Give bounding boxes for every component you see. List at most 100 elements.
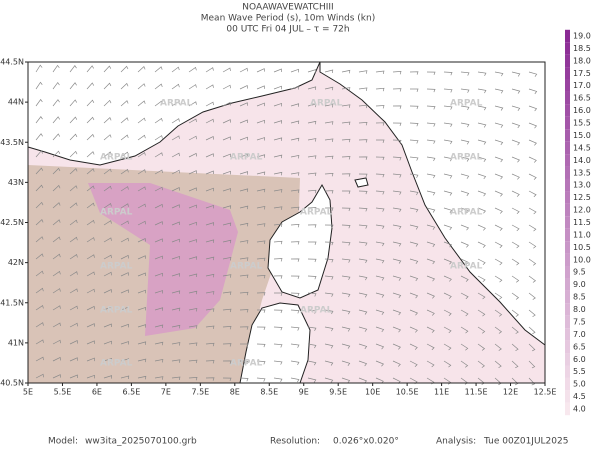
wind-barb [69,305,78,311]
y-tick-label: 42.5N [0,218,24,227]
wind-barb [341,138,351,143]
wind-barb [443,190,453,196]
wind-barbs [35,64,538,386]
wind-barb [120,254,129,260]
wind-barb [188,273,198,278]
wind-barb [120,220,129,226]
wind-barb [69,185,78,192]
wind-barb [120,272,129,277]
wind-barb [358,190,368,195]
colorbar-label: 5.5 [573,367,586,376]
wind-barb [86,133,95,141]
wind-barb [307,292,317,297]
x-tick-label: 8.5E [260,388,278,397]
land-france [27,61,321,166]
wind-barb [409,343,418,350]
wind-barb [290,224,300,228]
footer-analysis-label: Analysis: [436,437,476,447]
wind-barb [239,291,249,296]
wind-barb [171,290,181,294]
wind-barb [69,65,77,73]
wind-barb [273,171,283,176]
map-area [27,61,546,386]
wind-barb [376,139,385,143]
wind-barb [137,100,146,107]
wind-barb [188,204,197,209]
wind-barb [392,241,402,247]
wind-barb [494,275,503,283]
wind-barb [460,207,470,214]
wind-barb [307,326,317,332]
wind-barb [409,326,418,333]
wind-barb [477,173,487,180]
wind-barb [392,258,402,264]
wind-barb [86,202,95,209]
wind-barb [290,86,299,90]
wind-barb [460,326,469,334]
wind-barb [528,309,536,317]
wind-barb [256,171,266,176]
wind-barb [358,156,368,160]
x-tick-label: 5E [23,388,33,397]
x-tick-label: 5.5E [54,388,72,397]
wind-barb [426,326,435,333]
wind-barb [494,88,504,94]
wind-barb [120,134,129,141]
wind-barb [154,238,163,243]
wind-barb [86,271,95,277]
wind-barb [375,173,385,178]
wind-barb [528,207,537,215]
wind-barb [52,64,60,73]
shaded-core [88,183,238,336]
wind-barb [137,289,146,294]
wind-barb [103,82,112,90]
wind-barb [324,275,334,280]
wind-barb [358,343,368,350]
wind-barb [120,186,129,192]
wind-barb [154,359,164,363]
wind-barb [239,171,249,175]
wind-barb [171,152,180,158]
wind-barb [460,139,470,145]
wind-barb [477,326,486,334]
wind-barb [443,105,453,110]
wind-barb [273,360,283,365]
wind-barb [494,224,503,231]
wind-barb [443,275,452,282]
wind-barb [494,156,504,163]
wind-barb [477,343,486,351]
wind-barb [409,139,419,144]
wind-barb [528,122,538,129]
wind-barb [137,203,146,209]
wind-barb [342,190,351,194]
wind-barb [154,83,163,90]
wind-barb [35,133,43,141]
wind-barb [239,85,248,90]
wind-barb [477,309,486,317]
colorbar-segment [565,67,570,80]
wind-barb [120,341,129,345]
wind-barb [188,290,198,295]
wind-barb [290,206,300,211]
wind-barb [256,360,266,365]
wind-barb [222,343,232,347]
wind-barb [443,343,452,351]
wind-barb [205,187,214,192]
wind-barb [443,139,453,145]
wind-barb [205,101,214,107]
wind-barb [460,343,469,351]
wind-barb [205,118,214,124]
watermark: ARPAL [450,153,483,163]
wind-barb [477,360,485,368]
wind-barb [511,190,520,197]
wind-barb [154,135,163,141]
wind-barb [511,173,520,180]
wind-barb [154,376,164,380]
wind-barb [307,275,317,280]
colorbar-segment [565,228,570,242]
footer-resolution-label: Resolution: [270,437,320,447]
wind-barb [256,257,266,262]
wind-barb [375,122,385,126]
wind-barb [69,340,78,345]
wind-barb [460,241,469,248]
